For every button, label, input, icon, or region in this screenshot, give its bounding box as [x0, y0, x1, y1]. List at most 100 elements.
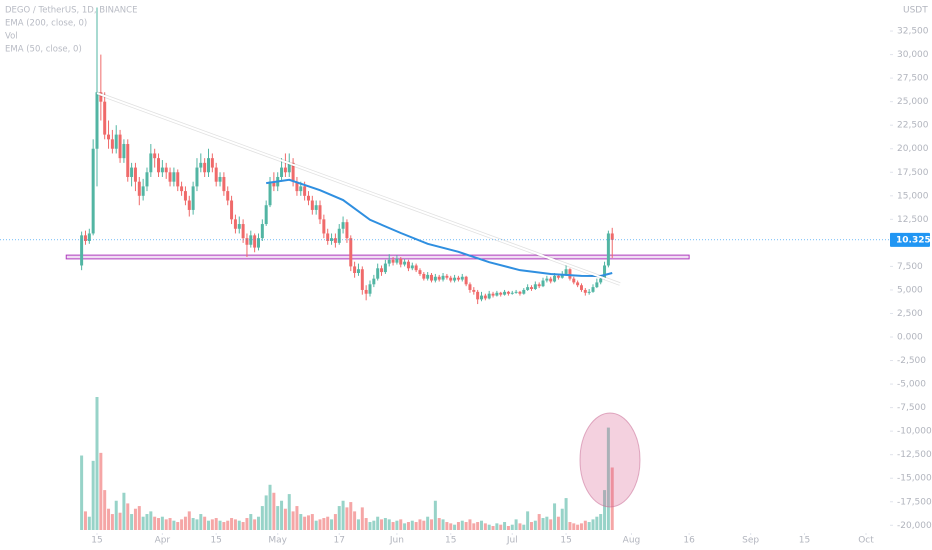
volume-bar: [568, 522, 572, 530]
candle-body: [445, 275, 449, 278]
x-tick-label: 15: [91, 536, 102, 546]
volume-bar: [299, 514, 303, 530]
volume-bar: [591, 519, 595, 530]
volume-bar: [310, 514, 314, 530]
candle-body: [191, 186, 195, 210]
candle-body: [226, 191, 230, 201]
volume-bar: [376, 516, 380, 530]
candle-body: [449, 277, 453, 281]
trendline: [96, 92, 621, 285]
candle-body: [518, 291, 522, 294]
volume-bar: [606, 427, 610, 530]
candle-body: [233, 219, 237, 229]
candle-body: [141, 186, 145, 196]
volume-bar: [572, 523, 576, 530]
volume-bar: [610, 467, 614, 530]
volume-bar: [306, 515, 310, 530]
candle-body: [80, 235, 84, 266]
candle-body: [591, 287, 595, 292]
volume-bar: [529, 522, 533, 530]
volume-bar: [445, 522, 449, 530]
candle-body: [522, 289, 526, 294]
volume-bar: [556, 516, 560, 530]
volume-bar: [191, 518, 195, 530]
volume-bar: [341, 500, 345, 530]
y-tick-label: -15,000: [897, 474, 932, 484]
candle-body: [283, 167, 287, 173]
last-price-label: 10.325: [896, 235, 931, 245]
volume-bar: [468, 519, 472, 530]
candle-body: [514, 291, 518, 293]
candle-body: [603, 265, 607, 279]
volume-bar: [533, 520, 537, 530]
volume-bar: [226, 520, 230, 530]
candle-body: [506, 291, 510, 294]
candle-body: [256, 238, 260, 248]
currency-label: USDT: [903, 6, 928, 16]
candle-body: [245, 238, 249, 245]
candle-body: [280, 167, 284, 177]
candle-body: [380, 268, 384, 273]
volume-bar: [233, 519, 237, 530]
candle-body: [391, 259, 395, 263]
x-tick-label: Jul: [506, 536, 518, 546]
candle-body: [99, 92, 103, 102]
volume-bar: [510, 524, 514, 530]
volume-bar: [553, 503, 557, 530]
candle-body: [441, 275, 445, 280]
volume-bar: [491, 526, 495, 530]
candle-body: [260, 224, 264, 239]
candle-body: [410, 265, 414, 269]
volume-bar: [145, 514, 149, 530]
candle-body: [476, 291, 480, 300]
candle-body: [291, 162, 295, 182]
ema-line: [266, 178, 613, 278]
candle-body: [95, 92, 99, 149]
volume-bar: [172, 520, 176, 530]
plot-area: [0, 7, 890, 530]
candle-body: [164, 167, 168, 173]
volume-bar: [537, 514, 541, 530]
volume-bar: [283, 508, 287, 530]
candle-body: [333, 238, 337, 243]
volume-bar: [91, 460, 95, 530]
candle-body: [137, 181, 141, 196]
candle-body: [353, 266, 357, 274]
volume-bar: [176, 522, 180, 530]
candle-body: [372, 278, 376, 285]
volume-bar: [364, 518, 368, 530]
candle-body: [303, 186, 307, 196]
volume-bar: [430, 519, 434, 530]
volume-bar: [549, 519, 553, 530]
volume-bar: [368, 522, 372, 530]
candle-body: [503, 291, 507, 295]
candle-body: [249, 235, 253, 245]
x-tick-label: May: [268, 536, 287, 546]
candle-body: [133, 167, 137, 182]
volume-bar: [110, 514, 114, 530]
candle-body: [468, 284, 472, 290]
volume-bar: [410, 520, 414, 530]
candle-body: [145, 172, 149, 187]
candle-body: [545, 278, 549, 281]
volume-bar: [583, 520, 587, 530]
volume-bar: [526, 511, 530, 530]
volume-bar: [433, 500, 437, 530]
volume-bar: [414, 522, 418, 530]
candle-body: [172, 172, 176, 182]
volume-bar: [180, 519, 184, 530]
candle-body: [464, 276, 468, 285]
candle-body: [195, 167, 199, 187]
y-tick-label: 15,000: [897, 191, 929, 201]
candle-body: [356, 269, 360, 274]
candle-body: [426, 274, 430, 279]
candle-body: [553, 275, 557, 282]
volume-bar: [579, 523, 583, 530]
y-tick-label: 25,000: [897, 97, 929, 107]
candle-body: [183, 191, 187, 201]
legend-title: DEGO / TetherUS, 1D, BINANCE: [5, 6, 137, 16]
volume-bar: [333, 514, 337, 530]
candle-body: [533, 284, 537, 290]
volume-bar: [541, 518, 545, 530]
candle-body: [491, 293, 495, 296]
